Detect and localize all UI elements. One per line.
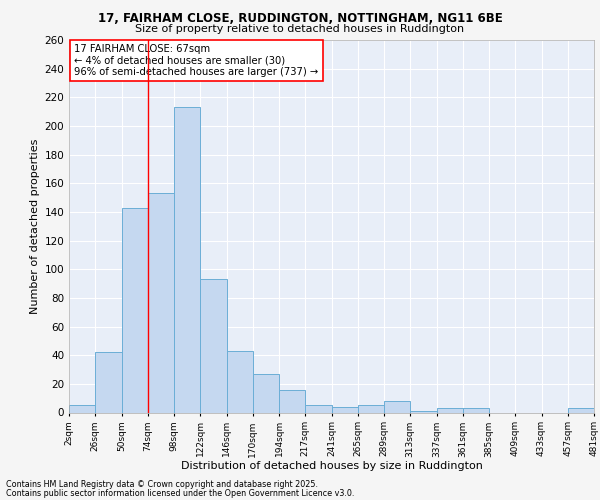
- Text: 17, FAIRHAM CLOSE, RUDDINGTON, NOTTINGHAM, NG11 6BE: 17, FAIRHAM CLOSE, RUDDINGTON, NOTTINGHA…: [98, 12, 502, 26]
- Bar: [121, 208, 148, 412]
- Bar: [148, 194, 174, 412]
- Bar: [200, 280, 227, 412]
- Text: Contains HM Land Registry data © Crown copyright and database right 2025.: Contains HM Land Registry data © Crown c…: [6, 480, 318, 489]
- Bar: [358, 406, 384, 412]
- Bar: [227, 351, 253, 412]
- Bar: [253, 374, 279, 412]
- Bar: [384, 401, 410, 412]
- Bar: [437, 408, 463, 412]
- Bar: [410, 411, 437, 412]
- Bar: [463, 408, 489, 412]
- X-axis label: Distribution of detached houses by size in Ruddington: Distribution of detached houses by size …: [181, 460, 482, 470]
- Bar: [95, 352, 121, 412]
- Y-axis label: Number of detached properties: Number of detached properties: [30, 138, 40, 314]
- Bar: [279, 390, 305, 412]
- Text: 17 FAIRHAM CLOSE: 67sqm
← 4% of detached houses are smaller (30)
96% of semi-det: 17 FAIRHAM CLOSE: 67sqm ← 4% of detached…: [74, 44, 319, 77]
- Text: Size of property relative to detached houses in Ruddington: Size of property relative to detached ho…: [136, 24, 464, 34]
- Bar: [69, 406, 95, 412]
- Bar: [305, 406, 331, 412]
- Bar: [174, 108, 200, 412]
- Text: Contains public sector information licensed under the Open Government Licence v3: Contains public sector information licen…: [6, 488, 355, 498]
- Bar: [331, 407, 358, 412]
- Bar: [568, 408, 594, 412]
